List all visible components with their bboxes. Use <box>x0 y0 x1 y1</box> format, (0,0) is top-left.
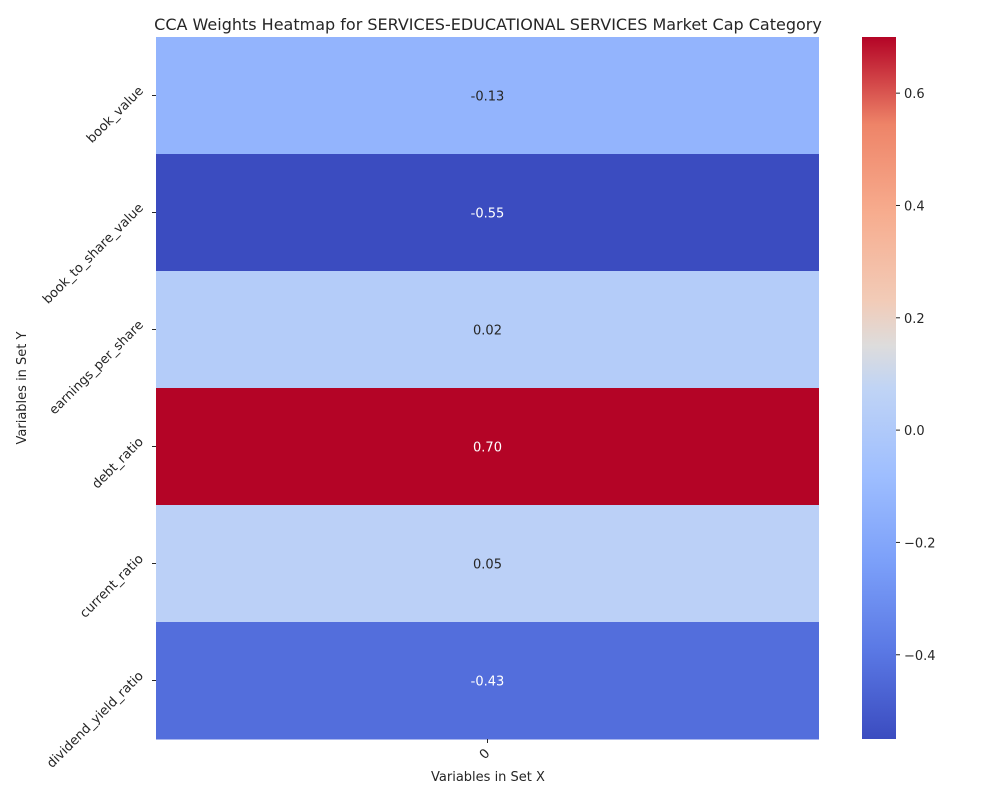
colorbar-tick-label: 0.4 <box>904 199 925 214</box>
cell-value-label: -0.43 <box>471 675 505 690</box>
colorbar-ticks: 0.6 0.4 0.2 0.0 −0.2 −0.4 <box>896 87 936 664</box>
cell-value-label: 0.70 <box>473 441 502 456</box>
y-tick-label: debt_ratio <box>89 435 146 492</box>
y-tick-label: current_ratio <box>77 552 147 622</box>
heatmap-cell-labels: -0.13 -0.55 0.02 0.70 0.05 -0.43 <box>471 90 505 690</box>
heatmap-cells <box>156 37 819 740</box>
colorbar-tick-label: −0.4 <box>904 649 936 664</box>
y-axis-label: Variables in Set Y <box>15 331 30 444</box>
cell-value-label: -0.13 <box>471 90 505 105</box>
x-axis-label: Variables in Set X <box>431 770 545 785</box>
x-tick-label: 0 <box>477 746 493 762</box>
y-axis: book_value book_to_share_valueearnings_pe… <box>40 84 156 772</box>
heatmap-cell <box>156 271 819 389</box>
colorbar <box>862 37 896 739</box>
x-axis: 0 <box>477 739 493 763</box>
heatmap-cell <box>156 505 819 623</box>
heatmap-cell <box>156 37 819 155</box>
cell-value-label: 0.05 <box>473 558 502 573</box>
colorbar-tick-label: 0.2 <box>904 312 925 327</box>
y-tick-label: earnings_per_share <box>47 318 147 418</box>
colorbar-tick-label: 0.0 <box>904 424 925 439</box>
cell-value-label: -0.55 <box>471 207 505 222</box>
chart-title: CCA Weights Heatmap for SERVICES-EDUCATI… <box>154 15 822 34</box>
cell-value-label: 0.02 <box>473 324 502 339</box>
colorbar-tick-label: −0.2 <box>904 536 936 551</box>
heatmap-cell <box>156 388 819 506</box>
y-tick-label: book_to_share_value <box>40 201 147 308</box>
colorbar-tick-label: 0.6 <box>904 87 925 102</box>
heatmap-cell <box>156 154 819 272</box>
y-tick-label: book_value <box>84 84 147 147</box>
y-tick-label: dividend_yield_ratio <box>44 669 147 772</box>
heatmap-cell <box>156 622 819 740</box>
